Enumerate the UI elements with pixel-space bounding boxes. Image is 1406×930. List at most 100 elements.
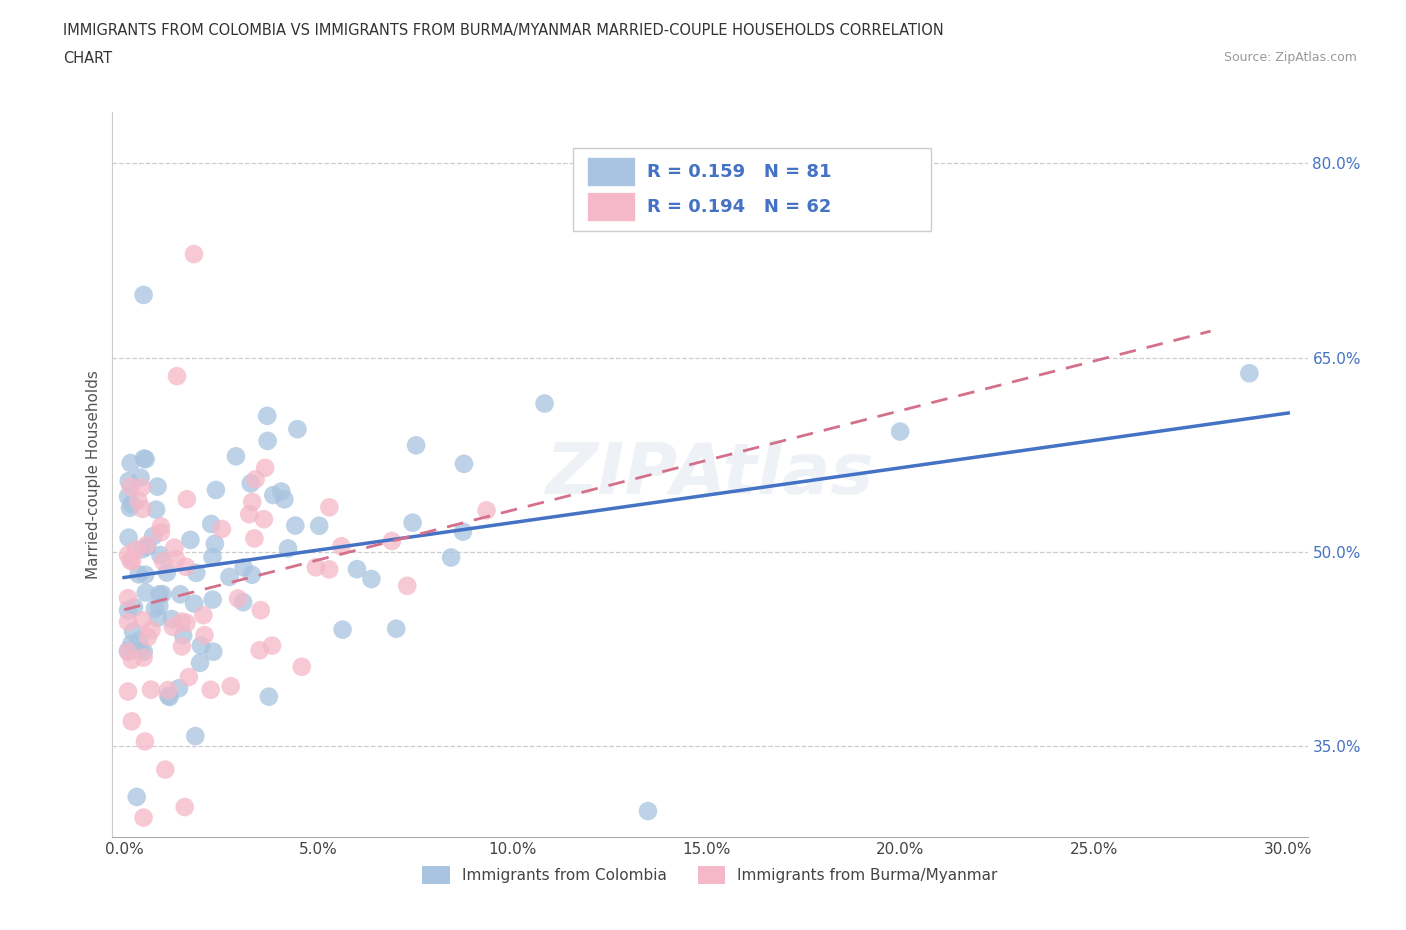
Point [176, 492, 198, 507]
Point [117, 591, 139, 605]
Text: ZIPAtlas: ZIPAtlas [546, 440, 875, 509]
Point [277, 541, 299, 556]
Point [200, 516, 222, 531]
Point [201, 550, 224, 565]
Point [204, 537, 226, 551]
Point [132, 650, 155, 665]
Point [240, 567, 263, 582]
Point [284, 518, 307, 533]
Point [120, 479, 142, 494]
Point [183, 246, 205, 261]
Point [117, 603, 139, 618]
Point [152, 554, 174, 569]
Point [211, 522, 233, 537]
Point [176, 616, 198, 631]
Point [1239, 365, 1261, 380]
Point [245, 472, 267, 486]
Point [165, 551, 187, 566]
Point [149, 548, 172, 563]
Point [131, 542, 153, 557]
Point [125, 790, 148, 804]
Point [239, 476, 262, 491]
Point [249, 603, 271, 618]
Point [117, 644, 139, 658]
Point [160, 612, 183, 627]
Point [305, 560, 328, 575]
Point [291, 659, 314, 674]
FancyBboxPatch shape [572, 148, 931, 232]
Point [186, 565, 208, 580]
Point [127, 493, 149, 508]
Point [117, 489, 139, 504]
Point [156, 565, 179, 580]
Point [170, 639, 193, 654]
Point [205, 483, 228, 498]
Point [253, 512, 276, 526]
Point [162, 619, 184, 634]
Point [177, 670, 200, 684]
Point [451, 525, 474, 539]
Point [131, 480, 153, 495]
Point [134, 734, 156, 749]
Point [254, 460, 277, 475]
Point [141, 622, 163, 637]
Point [183, 596, 205, 611]
Point [157, 688, 180, 703]
Point [121, 652, 143, 667]
Point [117, 615, 139, 630]
Point [257, 689, 280, 704]
Point [889, 424, 911, 439]
Point [139, 683, 162, 698]
Point [148, 587, 170, 602]
Point [128, 633, 150, 648]
Point [146, 610, 169, 625]
Point [149, 519, 172, 534]
Point [136, 630, 159, 644]
FancyBboxPatch shape [586, 157, 634, 186]
Point [129, 643, 152, 658]
Point [122, 600, 145, 615]
Point [330, 538, 353, 553]
Point [401, 515, 423, 530]
Point [219, 679, 242, 694]
Point [132, 451, 155, 466]
Point [135, 452, 157, 467]
Point [149, 525, 172, 539]
Point [232, 595, 254, 610]
Point [318, 562, 340, 577]
Text: R = 0.159   N = 81: R = 0.159 N = 81 [647, 163, 831, 180]
Point [260, 638, 283, 653]
Point [308, 518, 330, 533]
Point [142, 529, 165, 544]
Point [120, 456, 142, 471]
Point [163, 540, 186, 555]
Point [240, 495, 263, 510]
Point [143, 602, 166, 617]
Point [135, 538, 157, 552]
Point [226, 591, 249, 606]
Point [346, 562, 368, 577]
Point [157, 683, 180, 698]
Point [200, 683, 222, 698]
Point [131, 501, 153, 516]
Point [122, 624, 145, 639]
Point [129, 471, 152, 485]
Point [188, 656, 211, 671]
Point [318, 499, 340, 514]
Point [121, 714, 143, 729]
Point [273, 492, 295, 507]
Point [249, 643, 271, 658]
Point [166, 368, 188, 383]
Point [174, 560, 197, 575]
Point [135, 585, 157, 600]
Point [172, 628, 194, 643]
Point [218, 569, 240, 584]
FancyBboxPatch shape [586, 193, 634, 221]
Text: IMMIGRANTS FROM COLOMBIA VS IMMIGRANTS FROM BURMA/MYANMAR MARRIED-COUPLE HOUSEHO: IMMIGRANTS FROM COLOMBIA VS IMMIGRANTS F… [63, 23, 943, 38]
Point [238, 507, 260, 522]
Text: Source: ZipAtlas.com: Source: ZipAtlas.com [1223, 51, 1357, 64]
Point [167, 681, 190, 696]
Point [637, 804, 659, 818]
Point [170, 614, 193, 629]
Point [405, 438, 427, 453]
